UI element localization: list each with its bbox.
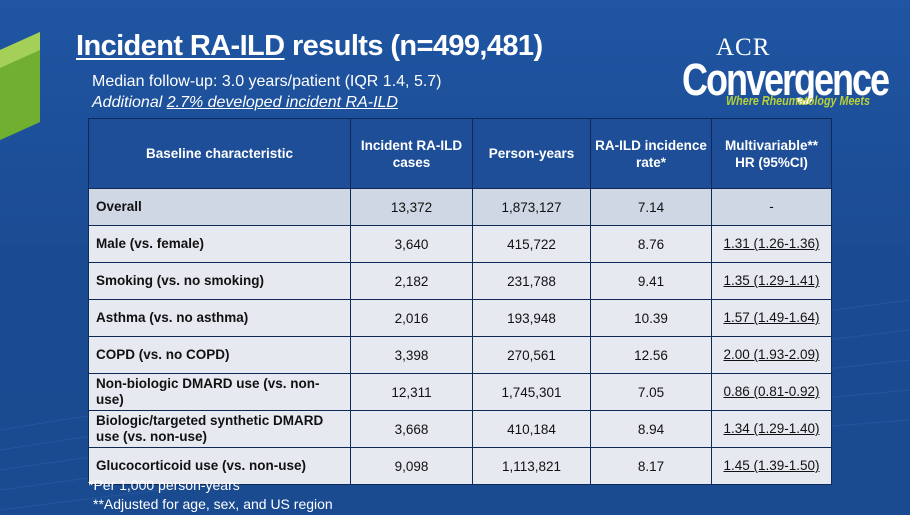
header-baseline-characteristic: Baseline characteristic	[88, 118, 351, 189]
hazard-ratio-link[interactable]: 1.31 (1.26-1.36)	[723, 236, 820, 251]
cell-cases: 3,668	[350, 410, 473, 448]
cell-cases: 13,372	[350, 188, 473, 226]
cell-hazard-ratio: 0.86 (0.81-0.92)	[711, 373, 832, 411]
cell-person-years: 1,113,821	[472, 447, 591, 485]
cell-characteristic: Overall	[88, 188, 351, 226]
header-incidence-rate: RA-ILD incidence rate*	[590, 118, 712, 189]
cell-incidence-rate: 7.14	[590, 188, 712, 226]
logo-acr-text: ACR	[716, 34, 771, 61]
cell-characteristic: Smoking (vs. no smoking)	[88, 262, 351, 300]
cell-person-years: 1,745,301	[472, 373, 591, 411]
cell-person-years: 1,873,127	[472, 188, 591, 226]
cell-cases: 2,182	[350, 262, 473, 300]
cell-person-years: 270,561	[472, 336, 591, 374]
cell-incidence-rate: 10.39	[590, 299, 712, 337]
footnote-per-person-years: *Per 1,000 person-years	[88, 477, 240, 493]
green-ribbon-graphic	[0, 32, 40, 140]
cell-incidence-rate: 7.05	[590, 373, 712, 411]
table-row: Male (vs. female) 3,640 415,722 8.76 1.3…	[88, 225, 832, 263]
cell-hazard-ratio: 2.00 (1.93-2.09)	[711, 336, 832, 374]
incidence-subtitle-prefix: Additional	[92, 94, 167, 111]
cell-characteristic: Biologic/targeted synthetic DMARD use (v…	[88, 410, 351, 448]
table-row: Glucocorticoid use (vs. non-use) 9,098 1…	[88, 447, 832, 485]
cell-characteristic: Male (vs. female)	[88, 225, 351, 263]
footnote-adjusted: **Adjusted for age, sex, and US region	[93, 496, 333, 512]
header-person-years: Person-years	[472, 118, 591, 189]
cell-cases: 12,311	[350, 373, 473, 411]
table-row: Smoking (vs. no smoking) 2,182 231,788 9…	[88, 262, 832, 300]
table-row: Asthma (vs. no asthma) 2,016 193,948 10.…	[88, 299, 832, 337]
cell-incidence-rate: 8.76	[590, 225, 712, 263]
cell-hazard-ratio: 1.45 (1.39-1.50)	[711, 447, 832, 485]
cell-hazard-ratio: 1.35 (1.29-1.41)	[711, 262, 832, 300]
table-row: COPD (vs. no COPD) 3,398 270,561 12.56 2…	[88, 336, 832, 374]
hazard-ratio-link[interactable]: 0.86 (0.81-0.92)	[723, 384, 820, 399]
hazard-ratio-link[interactable]: 2.00 (1.93-2.09)	[723, 347, 820, 362]
logo-convergence-text: Convergence	[682, 54, 890, 105]
table-row: Overall 13,372 1,873,127 7.14 -	[88, 188, 832, 226]
cell-person-years: 410,184	[472, 410, 591, 448]
table-header-row: Baseline characteristic Incident RA-ILD …	[88, 118, 832, 189]
hazard-ratio-link[interactable]: 1.34 (1.29-1.40)	[723, 421, 820, 436]
cell-cases: 9,098	[350, 447, 473, 485]
cell-person-years: 193,948	[472, 299, 591, 337]
hazard-ratio-link[interactable]: 1.35 (1.29-1.41)	[723, 273, 820, 288]
cell-cases: 3,640	[350, 225, 473, 263]
cell-hazard-ratio: 1.31 (1.26-1.36)	[711, 225, 832, 263]
cell-person-years: 415,722	[472, 225, 591, 263]
cell-hazard-ratio: 1.34 (1.29-1.40)	[711, 410, 832, 448]
cell-characteristic: Glucocorticoid use (vs. non-use)	[88, 447, 351, 485]
title-underlined: Incident RA-ILD	[76, 30, 285, 62]
cell-cases: 2,016	[350, 299, 473, 337]
cell-characteristic: COPD (vs. no COPD)	[88, 336, 351, 374]
incidence-subtitle: Additional 2.7% developed incident RA-IL…	[92, 94, 398, 112]
cell-characteristic: Non-biologic DMARD use (vs. non-use)	[88, 373, 351, 411]
cell-incidence-rate: 9.41	[590, 262, 712, 300]
cell-person-years: 231,788	[472, 262, 591, 300]
header-hazard-ratio: Multivariable** HR (95%CI)	[711, 118, 832, 189]
table-row: Non-biologic DMARD use (vs. non-use) 12,…	[88, 373, 832, 411]
results-table: Baseline characteristic Incident RA-ILD …	[88, 118, 832, 485]
cell-characteristic: Asthma (vs. no asthma)	[88, 299, 351, 337]
title-rest: results (n=499,481)	[284, 30, 543, 62]
cell-cases: 3,398	[350, 336, 473, 374]
cell-incidence-rate: 8.17	[590, 447, 712, 485]
acr-convergence-logo: ACR Convergence Where Rheumatology Meets	[682, 34, 890, 114]
cell-incidence-rate: 12.56	[590, 336, 712, 374]
cell-hazard-ratio: -	[711, 188, 832, 226]
hazard-ratio-link[interactable]: 1.45 (1.39-1.50)	[723, 458, 820, 473]
table-row: Biologic/targeted synthetic DMARD use (v…	[88, 410, 832, 448]
follow-up-subtitle: Median follow-up: 3.0 years/patient (IQR…	[92, 73, 442, 90]
cell-hazard-ratio: 1.57 (1.49-1.64)	[711, 299, 832, 337]
header-incident-cases: Incident RA-ILD cases	[350, 118, 473, 189]
page-title: Incident RA-ILD results (n=499,481)	[76, 30, 543, 63]
logo-tagline: Where Rheumatology Meets	[726, 94, 870, 108]
incidence-subtitle-highlight: 2.7% developed incident RA-ILD	[166, 94, 398, 111]
hazard-ratio-link[interactable]: 1.57 (1.49-1.64)	[723, 310, 820, 325]
cell-incidence-rate: 8.94	[590, 410, 712, 448]
